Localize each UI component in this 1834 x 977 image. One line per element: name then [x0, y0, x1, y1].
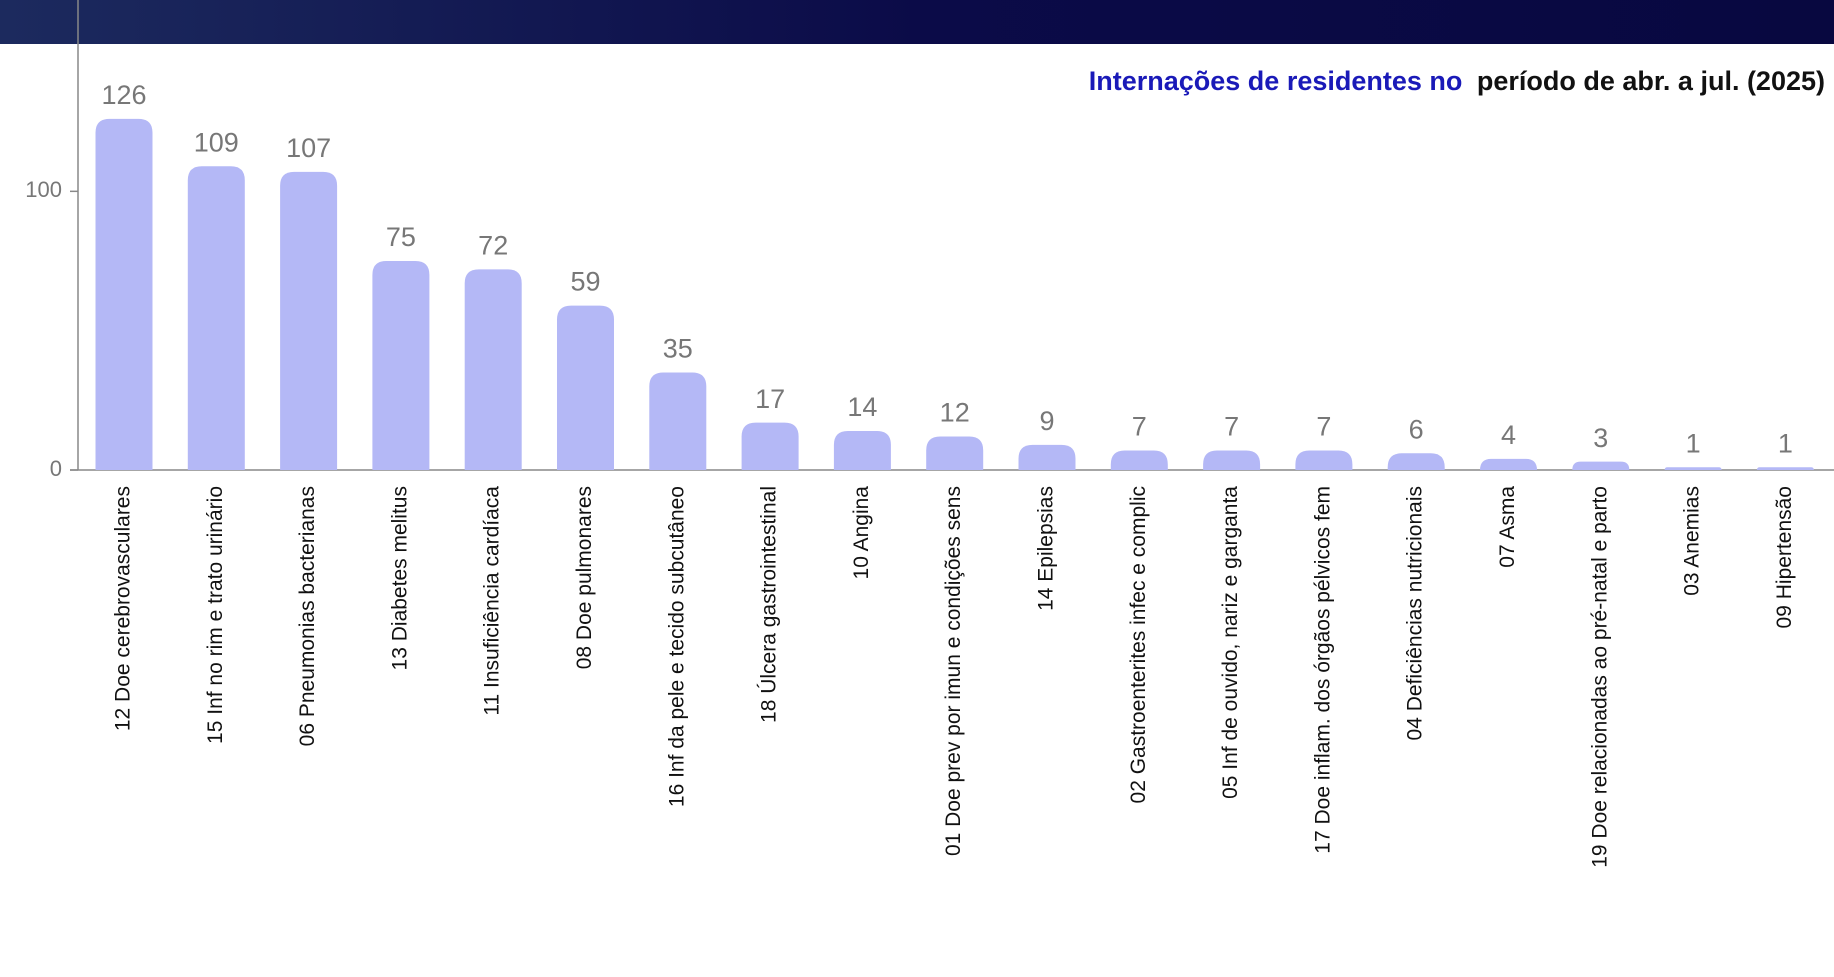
x-tick-label: 13 Diabetes melitus [388, 486, 411, 670]
title-part: Internações de residentes no [1089, 66, 1463, 96]
value-label: 75 [386, 222, 416, 252]
bar [557, 305, 614, 470]
bar [187, 166, 245, 470]
value-label: 3 [1593, 423, 1608, 453]
x-tick-label: 02 Gastroenterites infec e complic [1127, 486, 1150, 803]
value-label: 9 [1039, 406, 1054, 436]
bar [1664, 467, 1722, 470]
chart-title: Internações de residentes no período de … [1089, 66, 1825, 96]
bar [1203, 450, 1261, 470]
bar [1018, 444, 1076, 470]
y-tick-label: 100 [25, 177, 62, 202]
value-label: 12 [940, 398, 970, 428]
bar [1480, 458, 1537, 470]
value-label: 59 [570, 267, 600, 297]
title-part: período de abr. a jul. (2025) [1477, 66, 1825, 96]
bar [464, 269, 522, 470]
bar [1572, 461, 1630, 470]
value-label: 7 [1132, 412, 1147, 442]
x-tick-label: 04 Deficiências nutricionais [1404, 486, 1427, 740]
value-label: 7 [1316, 412, 1331, 442]
value-label: 7 [1224, 412, 1239, 442]
x-tick-label: 15 Inf no rim e trato urinário [204, 486, 227, 744]
x-tick-label: 12 Doe cerebrovasculares [112, 486, 135, 731]
x-tick-label: 10 Angina [850, 486, 873, 580]
value-label: 107 [286, 133, 331, 163]
bar [926, 436, 984, 470]
header-band [0, 0, 1834, 44]
x-tick-label: 14 Epilepsias [1035, 486, 1058, 611]
value-label: 17 [755, 384, 785, 414]
bar [649, 372, 707, 470]
bar [372, 261, 430, 470]
x-tick-label: 01 Doe prev por imun e condições sens [942, 486, 965, 856]
x-tick-label: 18 Úlcera gastrointestinal [758, 486, 781, 723]
x-tick-label: 05 Inf de ouvido, nariz e garganta [1219, 486, 1242, 799]
bar [280, 171, 338, 470]
value-label: 126 [101, 80, 146, 110]
x-tick-label: 03 Anemias [1681, 486, 1704, 596]
x-tick-label: 09 Hipertensão [1773, 486, 1796, 628]
x-tick-label: 06 Pneumonias bacterianas [296, 486, 319, 746]
value-label: 35 [663, 334, 693, 364]
value-label: 4 [1501, 420, 1516, 450]
x-tick-label: 17 Doe inflam. dos órgãos pélvicos fem [1311, 486, 1334, 854]
bar [741, 422, 799, 470]
bar [1110, 450, 1168, 470]
x-tick-label: 19 Doe relacionadas ao pré-natal e parto [1588, 486, 1611, 868]
value-label: 6 [1409, 414, 1424, 444]
value-label: 14 [847, 392, 877, 422]
value-label: 1 [1686, 428, 1701, 458]
bar [1295, 450, 1353, 470]
x-tick-label: 07 Asma [1496, 486, 1519, 568]
x-tick-label: 16 Inf da pele e tecido subcutâneo [665, 486, 688, 807]
bar [1756, 467, 1814, 470]
value-label: 72 [478, 230, 508, 260]
value-label: 1 [1778, 428, 1793, 458]
bar [95, 118, 153, 470]
value-label: 109 [194, 127, 239, 157]
bar [1387, 453, 1445, 470]
bar [833, 430, 891, 470]
x-tick-label: 08 Doe pulmonares [573, 486, 596, 669]
y-tick-label: 0 [50, 456, 62, 481]
x-tick-label: 11 Insuficiência cardíaca [481, 486, 504, 716]
